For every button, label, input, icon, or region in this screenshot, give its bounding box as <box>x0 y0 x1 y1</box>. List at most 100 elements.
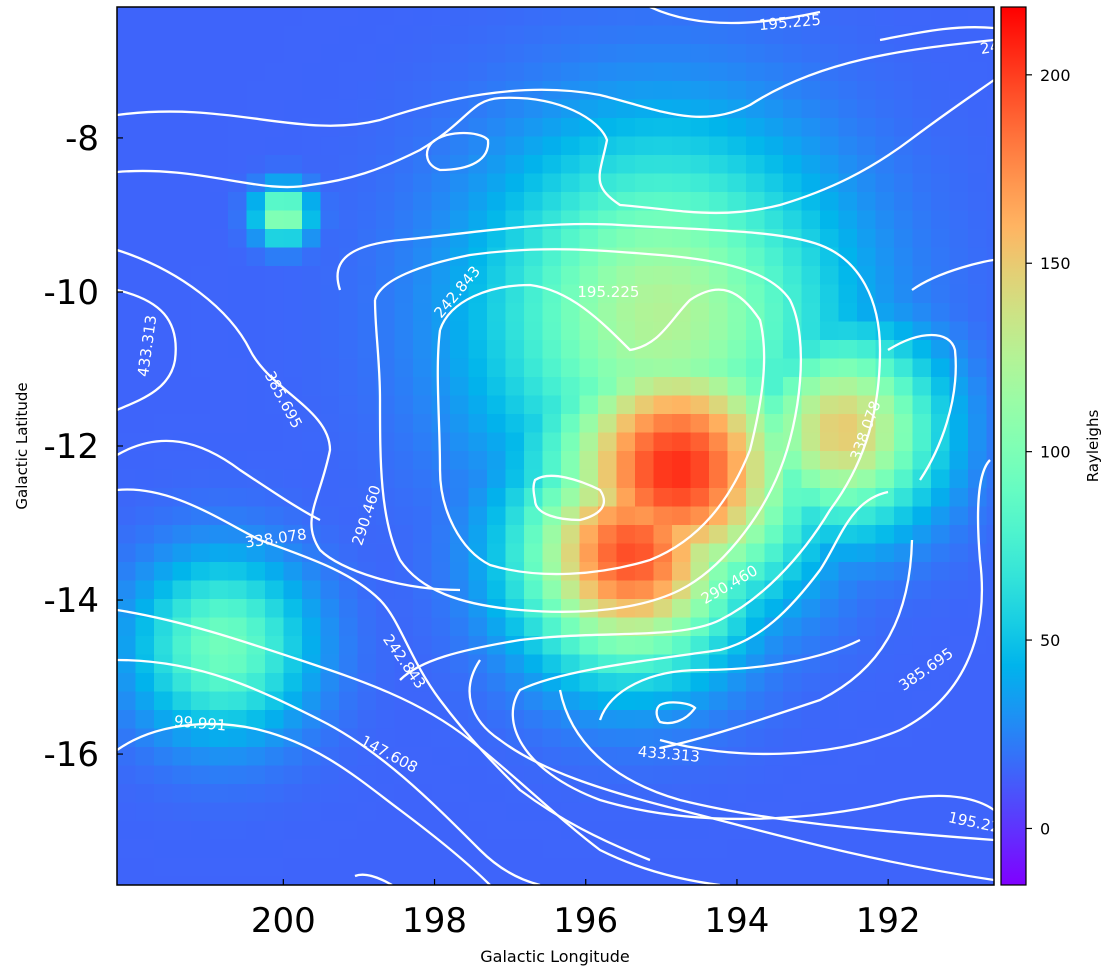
heatmap-cell <box>690 136 710 156</box>
heatmap-cell <box>246 506 266 526</box>
heatmap-cell <box>487 192 507 212</box>
heatmap-cell <box>376 62 396 82</box>
heatmap-cell <box>542 432 562 452</box>
heatmap-cell <box>653 747 673 767</box>
heatmap-cell <box>283 765 303 785</box>
heatmap-cell <box>635 7 655 27</box>
heatmap-cell <box>376 691 396 711</box>
heatmap-cell <box>228 562 248 582</box>
heatmap-cell <box>376 7 396 27</box>
heatmap-cell <box>283 821 303 841</box>
heatmap-cell <box>820 858 840 878</box>
heatmap-cell <box>635 25 655 45</box>
heatmap-cell <box>653 821 673 841</box>
heatmap-cell <box>727 562 747 582</box>
heatmap-cell <box>598 728 618 748</box>
heatmap-cell <box>487 303 507 323</box>
heatmap-cell <box>265 44 285 64</box>
heatmap-cell <box>154 599 174 619</box>
heatmap-cell <box>635 525 655 545</box>
heatmap-cell <box>579 451 599 471</box>
heatmap-cell <box>376 118 396 138</box>
heatmap-cell <box>524 266 544 286</box>
heatmap-cell <box>672 229 692 249</box>
heatmap-cell <box>875 654 895 674</box>
heatmap-cell <box>117 303 137 323</box>
heatmap-cell <box>690 210 710 230</box>
heatmap-cell <box>357 654 377 674</box>
heatmap-cell <box>283 469 303 489</box>
heatmap-cell <box>912 303 932 323</box>
heatmap-cell <box>172 62 192 82</box>
heatmap-cell <box>727 710 747 730</box>
heatmap-cell <box>135 469 155 489</box>
heatmap-cell <box>598 562 618 582</box>
heatmap-cell <box>949 118 969 138</box>
colorbar-tick-label: 100 <box>1040 443 1071 462</box>
contour-label: 99.991 <box>173 712 227 735</box>
heatmap-cell <box>653 395 673 415</box>
heatmap-cell <box>579 488 599 508</box>
heatmap-cell <box>302 7 322 27</box>
heatmap-cell <box>394 469 414 489</box>
heatmap-cell <box>209 525 229 545</box>
heatmap-cell <box>265 432 285 452</box>
heatmap-cell <box>357 173 377 193</box>
heatmap-cell <box>135 858 155 878</box>
heatmap-cell <box>949 673 969 693</box>
heatmap-cell <box>561 858 581 878</box>
heatmap-cell <box>838 451 858 471</box>
heatmap-cell <box>450 876 470 885</box>
heatmap-cell <box>894 525 914 545</box>
heatmap-cell <box>783 599 803 619</box>
heatmap-cell <box>875 488 895 508</box>
heatmap-cell <box>931 580 951 600</box>
heatmap-cell <box>191 247 211 267</box>
heatmap-cell <box>801 358 821 378</box>
heatmap-cell <box>431 414 451 434</box>
heatmap-cell <box>561 358 581 378</box>
heatmap-cell <box>690 451 710 471</box>
heatmap-cell <box>265 673 285 693</box>
heatmap-cell <box>154 284 174 304</box>
heatmap-cell <box>764 210 784 230</box>
heatmap-cell <box>820 469 840 489</box>
heatmap-cell <box>450 654 470 674</box>
heatmap-cell <box>191 136 211 156</box>
heatmap-cell <box>413 673 433 693</box>
heatmap-cell <box>468 858 488 878</box>
heatmap-cell <box>894 284 914 304</box>
heatmap-cell <box>117 192 137 212</box>
heatmap-cell <box>339 395 359 415</box>
heatmap-cell <box>117 414 137 434</box>
heatmap-cell <box>783 710 803 730</box>
heatmap-cell <box>135 358 155 378</box>
heatmap-cell <box>894 821 914 841</box>
heatmap-cell <box>894 99 914 119</box>
heatmap-cell <box>764 580 784 600</box>
heatmap-cell <box>265 876 285 885</box>
heatmap-cell <box>339 839 359 859</box>
heatmap-cell <box>672 118 692 138</box>
heatmap-cell <box>764 839 784 859</box>
heatmap-cell <box>598 62 618 82</box>
heatmap-cell <box>265 81 285 101</box>
heatmap-cell <box>598 451 618 471</box>
heatmap-cell <box>579 247 599 267</box>
heatmap-cell <box>949 784 969 804</box>
heatmap-cell <box>117 506 137 526</box>
heatmap-cell <box>209 599 229 619</box>
heatmap-cell <box>524 284 544 304</box>
heatmap-cell <box>598 876 618 885</box>
heatmap-cell <box>561 876 581 885</box>
heatmap-cell <box>857 118 877 138</box>
heatmap-cell <box>579 173 599 193</box>
heatmap-cell <box>228 192 248 212</box>
heatmap-cell <box>857 876 877 885</box>
heatmap-cell <box>209 81 229 101</box>
heatmap-cell <box>690 414 710 434</box>
heatmap-cell <box>931 62 951 82</box>
heatmap-cell <box>598 7 618 27</box>
heatmap-cell <box>894 469 914 489</box>
heatmap-cell <box>468 506 488 526</box>
